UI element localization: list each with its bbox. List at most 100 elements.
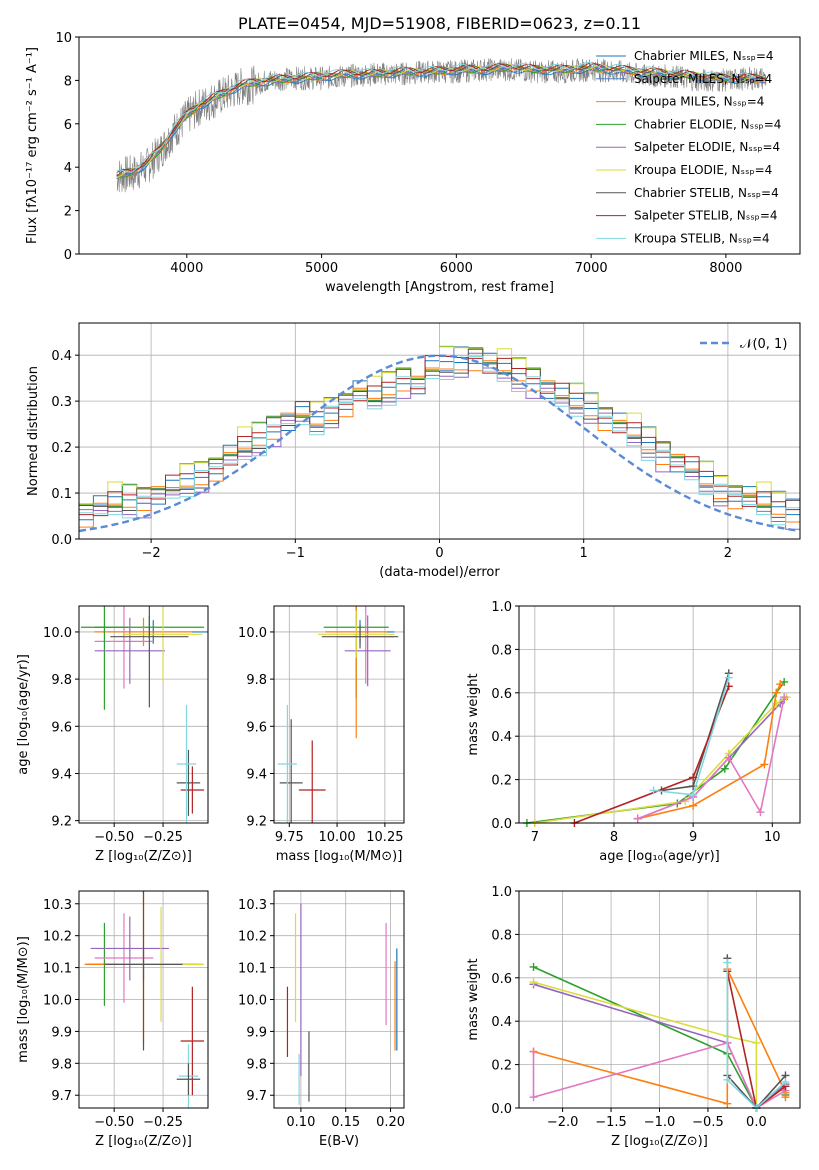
x-tick-label: −1	[286, 546, 305, 561]
panel-5: −0.50 −0.25 9.7 9.8 9.9 10.0 10.1 10.2 10.3 Z [lo…	[16, 890, 209, 1149]
x-axis-label: E(B-V)	[319, 1134, 359, 1149]
x-axis-label: (data-model)/error	[379, 565, 500, 580]
y-axis-label: Flux [fλ10⁻¹⁷ erg cm⁻² s⁻¹ A⁻¹]	[25, 47, 40, 244]
mass-weight-marker	[781, 1077, 790, 1086]
x-axis-label: mass [log₁₀(M/M⊙)]	[276, 849, 403, 864]
mass-weight-marker	[689, 790, 698, 799]
mass-weight-marker	[776, 680, 785, 689]
x-tick-label: 9.75	[275, 830, 304, 845]
x-axis-label: Z [log₁₀(Z/Z⊙)]	[95, 849, 192, 864]
y-tick-label: 0.4	[491, 1015, 512, 1030]
axes-frame	[78, 605, 209, 824]
y-tick-label: 10	[55, 31, 72, 46]
error-bar-point	[321, 624, 399, 649]
x-tick-label: 1	[580, 546, 588, 561]
axes-frame	[273, 890, 405, 1109]
error-bar-point	[94, 913, 154, 1003]
x-tick-label: 4000	[170, 261, 203, 276]
mass-weight-marker	[772, 699, 781, 708]
y-tick-label: 0.0	[491, 817, 512, 832]
x-tick-label: 2	[724, 546, 732, 561]
y-tick-label: 0.4	[491, 730, 512, 745]
y-tick-label: 8	[64, 74, 72, 89]
axes-frame	[518, 605, 801, 824]
y-tick-label: 0.2	[51, 441, 72, 456]
y-tick-label: 9.9	[51, 1025, 72, 1040]
panel-4: 7 8 9 10 0.0 0.2 0.4 0.6 0.8 1.0 age [log₁₀(age/yr…	[466, 600, 801, 864]
error-bar-point	[110, 606, 189, 708]
panel-2: −0.50 −0.25 9.2 9.4 9.6 9.8 10.0 Z [log₁₀(Z/Z⊙)…	[16, 605, 209, 864]
x-tick-label: −2.0	[547, 1115, 579, 1130]
y-tick-label: 0.8	[491, 643, 512, 658]
panel-7: −2.0 −1.5 −1.0 −0.5 0.0 0.0 0.2 0.4 0.6 0.8 1.0 Z […	[466, 885, 801, 1149]
y-tick-label: 10.1	[238, 962, 267, 977]
y-tick-label: 9.6	[246, 720, 267, 735]
x-tick-label: 10.25	[366, 830, 403, 845]
residual-histogram	[79, 348, 800, 528]
mass-weight-marker	[689, 801, 698, 810]
y-tick-label: 10.2	[238, 930, 267, 945]
x-tick-label: −0.25	[143, 830, 183, 845]
y-tick-label: 9.8	[51, 673, 72, 688]
y-axis-label: mass [log₁₀(M/M⊙)]	[16, 936, 31, 1063]
y-tick-label: 0.8	[491, 928, 512, 943]
model-spectrum	[116, 62, 766, 173]
legend-label: Salpeter STELIB, Nₛₛₚ=4	[634, 209, 778, 223]
mass-weight-marker	[723, 1099, 732, 1108]
x-tick-label: −0.5	[692, 1115, 724, 1130]
y-tick-label: 0.1	[51, 487, 72, 502]
y-tick-label: 10.1	[43, 962, 72, 977]
legend-label: Salpeter ELODIE, Nₛₛₚ=4	[634, 140, 780, 154]
error-bar-point	[176, 705, 197, 823]
x-tick-label: −1.0	[644, 1115, 676, 1130]
mass-weight-line	[637, 696, 785, 820]
y-tick-label: 0.2	[491, 1059, 512, 1074]
x-tick-label: 9	[689, 830, 697, 845]
legend-label: Chabrier STELIB, Nₛₛₚ=4	[634, 186, 779, 200]
error-bar-point	[279, 719, 303, 823]
mass-weight-marker	[529, 1093, 538, 1102]
mass-weight-marker	[689, 773, 698, 782]
error-bar-point	[344, 615, 391, 687]
mass-weight-marker	[649, 786, 658, 795]
model-spectrum	[116, 62, 766, 173]
legend-label: Kroupa MILES, Nₛₛₚ=4	[634, 95, 764, 109]
y-tick-label: 2	[64, 205, 72, 220]
y-tick-label: 9.8	[246, 1057, 267, 1072]
gaussian-curve	[79, 354, 798, 533]
mass-weight-marker	[752, 1038, 761, 1047]
model-spectrum	[116, 63, 766, 177]
y-tick-label: 10.3	[43, 898, 72, 913]
x-tick-label: 7000	[575, 261, 608, 276]
y-tick-label: 0.0	[51, 533, 72, 548]
model-spectrum	[116, 65, 766, 178]
error-bar-point	[104, 891, 183, 1051]
mass-weight-line	[637, 683, 781, 820]
y-tick-label: 10.0	[238, 994, 267, 1009]
legend-label: 𝒩(0, 1)	[740, 337, 787, 352]
model-spectrum	[116, 66, 766, 177]
residual-histogram	[79, 352, 800, 523]
x-tick-label: 6000	[440, 261, 473, 276]
error-bar-point	[94, 617, 165, 684]
y-axis-label: mass weight	[466, 958, 481, 1040]
error-bar-point	[176, 1063, 201, 1096]
error-bar-point	[80, 606, 128, 710]
mass-weight-line	[526, 681, 785, 823]
mass-weight-marker	[723, 958, 732, 967]
x-tick-label: 10.00	[318, 830, 355, 845]
mass-weight-marker	[723, 1075, 732, 1084]
error-bar-point	[180, 766, 205, 814]
y-tick-label: 9.8	[246, 673, 267, 688]
legend-label: Chabrier ELODIE, Nₛₛₚ=4	[634, 117, 781, 131]
mass-weight-marker	[529, 1047, 538, 1056]
panel-6: 0.10 0.15 0.20 9.7 9.8 9.9 10.0 10.1 10.2 10.3 E(B…	[238, 890, 405, 1149]
chart-title: PLATE=0454, MJD=51908, FIBERID=0623, z=0…	[238, 14, 641, 33]
error-bar-point	[176, 749, 201, 816]
x-tick-label: 0.0	[746, 1115, 767, 1130]
legend-label: Salpeter MILES, Nₛₛₚ=4	[634, 72, 772, 86]
mass-weight-marker	[772, 688, 781, 697]
legend: Chabrier MILES, Nₛₛₚ=4 Salpeter MILES, Nₛ…	[596, 49, 781, 245]
y-tick-label: 0.6	[491, 972, 512, 987]
y-tick-label: 9.2	[51, 815, 72, 830]
